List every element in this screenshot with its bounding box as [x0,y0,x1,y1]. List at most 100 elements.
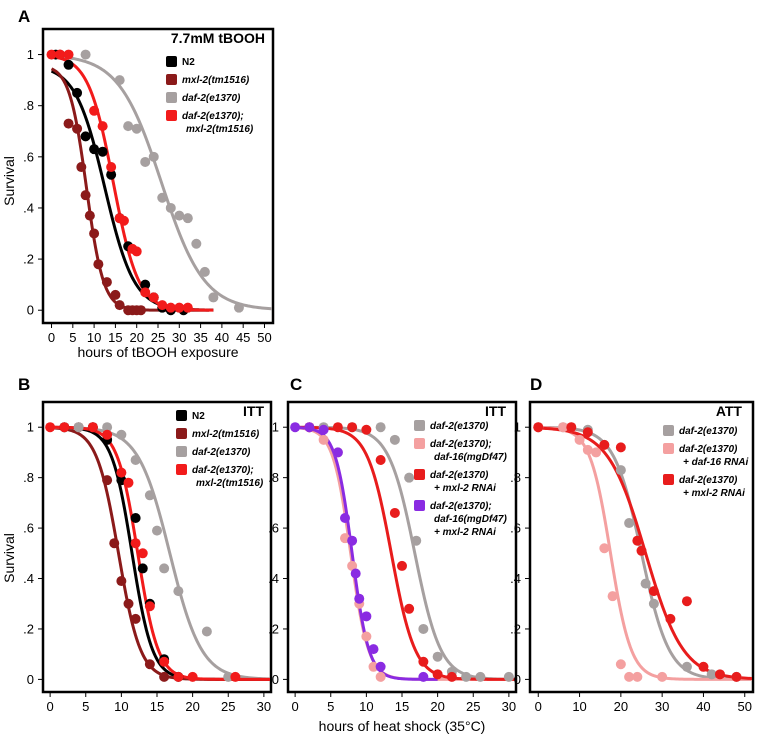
chart-a-y-tick-label: .6 [23,149,34,164]
chart-c-x-tick-label: 5 [327,699,334,714]
chart-a-point [131,246,142,257]
panel-letter-b: B [18,375,30,394]
chart-a-point [63,49,74,60]
chart-c-x-tick-label: 20 [430,699,444,714]
chart-d-point [607,591,618,602]
chart-c-legend-label: daf-16(mgDf47) [434,514,507,525]
chart-a-point [182,302,193,313]
chart-a-x-tick-label: 5 [69,330,76,345]
chart-a-y-tick-label: .8 [23,98,34,113]
chart-a-point [148,151,159,162]
chart-a-point [199,266,210,277]
chart-a-point [140,287,151,298]
panel-c: 0 5 10 15 20 25 300.2.4.6.81ITTdaf-2(e1370)daf… [268,400,518,714]
chart-d-point [706,669,717,680]
panel-a: 0 5 10 15 20 25 30 35 40 45 500.2.4.6.817.7mM tBOO… [23,27,275,345]
chart-d-y-tick-label: .4 [510,571,521,586]
chart-a-legend-label: daf-2(e1370) [182,93,241,104]
chart-b-point [130,455,141,465]
chart-c-legend-label: + mxl-2 RNAi [434,483,496,494]
chart-d-y-tick-label: 0 [514,672,521,687]
chart-a-legend-label: daf-2(e1370); [182,111,244,122]
chart-d-legend-label: + daf-16 RNAi [683,457,749,468]
chart-c-point [368,661,379,672]
x-axis-title-c: hours of heat shock (35°C) [319,718,486,734]
chart-d-point [624,518,635,529]
chart-a-point [63,59,74,70]
chart-c-point [432,651,443,662]
chart-c-point [375,671,386,682]
chart-b-point [102,422,113,433]
chart-a-point [80,131,91,142]
chart-a-point [89,228,100,239]
chart-b-point [173,671,184,682]
chart-b-point [144,601,155,612]
chart-d-point [615,465,626,476]
chart-c-point [290,422,301,433]
chart-c-x-tick-label: 0 [292,699,299,714]
chart-a-y-tick-label: .2 [23,252,34,267]
chart-a-point [157,192,168,203]
chart-a-point [76,162,87,173]
chart-d-point [632,671,643,682]
chart-b-point [123,477,134,488]
chart-b-y-tick-label: .8 [23,470,34,485]
chart-a-point [182,213,193,224]
chart-b-y-tick-label: .6 [23,521,34,536]
chart-a-title: 7.7mM tBOOH [171,30,265,46]
chart-c-point [304,422,315,433]
chart-c-point [503,671,514,682]
chart-b-legend-label: N2 [192,411,205,422]
panel-b: 0 5 10 15 20 25 30 0 .2 .4 .6 .8 1 ITT N2 mxl-2(tm1516)… [23,400,273,714]
chart-b-point [223,671,234,682]
chart-d-legend-swatch [663,443,674,454]
chart-c-point [361,424,372,435]
chart-b-x-tick-label: 30 [257,699,271,714]
chart-d-point [681,596,692,607]
chart-d-y-tick-label: .6 [510,521,521,536]
chart-b-point [116,576,127,587]
chart-d-point [615,442,626,453]
chart-a-point [118,215,129,226]
chart-d-point [648,586,659,597]
chart-b-point [102,475,113,486]
chart-d-point [636,545,647,556]
chart-d-x-tick-label: 10 [572,699,586,714]
chart-c-x-tick-label: 25 [466,699,480,714]
chart-c-point [446,671,457,682]
chart-a-point [84,210,95,221]
chart-c-point [354,593,365,604]
chart-a-legend-swatch [166,92,177,103]
chart-a-point [89,105,100,116]
chart-a-point [80,190,91,201]
chart-b-point [201,626,212,637]
chart-d-point [574,434,585,445]
chart-d-legend-label: + mxl-2 RNAi [683,488,745,499]
chart-d-x-tick-label: 20 [614,699,628,714]
chart-b-x-tick-label: 5 [82,699,89,714]
chart-a-legend-label: N2 [182,57,195,68]
chart-d-y-tick-label: .2 [510,621,521,636]
chart-c-title: ITT [485,403,506,419]
chart-a-point [106,169,117,180]
chart-c-legend-label: daf-2(e1370) [430,421,489,432]
chart-b-point [159,656,170,667]
chart-d-x-tick-label: 40 [696,699,710,714]
chart-b-legend-swatch [176,464,187,475]
chart-c-y-tick-label: .4 [268,571,279,586]
chart-d-frame [528,400,755,694]
chart-a-point [80,49,91,60]
chart-c-point [375,661,386,672]
chart-c-legend-swatch [414,469,425,480]
chart-b-y-tick-label: .2 [23,621,34,636]
chart-a-point [114,300,125,311]
chart-a-legend-label: mxl-2(tm1516) [186,124,254,135]
chart-a-point [140,279,151,290]
chart-a-legend-label: mxl-2(tm1516) [182,75,250,86]
chart-c-point [350,568,361,579]
chart-a-x-tick-label: 20 [129,330,143,345]
chart-c-fit-line-1 [295,425,515,681]
chart-b-point [59,422,70,433]
chart-a-point [101,277,112,288]
